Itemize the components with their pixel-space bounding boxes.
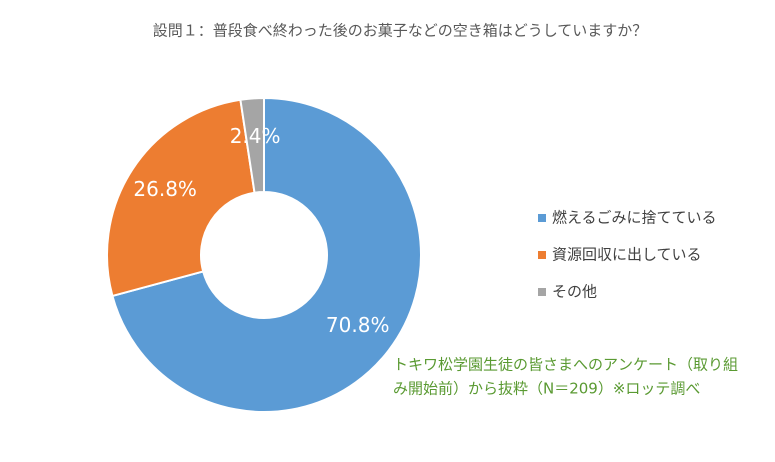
legend-swatch <box>538 251 546 259</box>
legend-label: 燃えるごみに捨てている <box>552 209 717 227</box>
data-label: 26.8% <box>133 177 197 201</box>
data-label: 2.4% <box>230 124 281 148</box>
data-label: 70.8% <box>326 313 390 337</box>
legend-label: その他 <box>552 283 597 301</box>
donut-segment <box>111 96 422 413</box>
legend-swatch <box>538 214 546 222</box>
legend-swatch <box>538 288 546 296</box>
donut-segment <box>106 98 256 298</box>
chart-title: 設問１：普段食べ終わった後のお菓子などの空き箱はどうしていますか？ <box>153 22 648 40</box>
donut-segment <box>239 96 265 194</box>
legend-label: 資源回収に出している <box>552 246 702 264</box>
annotation: トキワ松学園生徒の皆さまへのアンケート（取り組 <box>393 356 738 374</box>
annotation: み開始前）から抜粋（N＝209）※ロッテ調べ <box>393 380 700 398</box>
